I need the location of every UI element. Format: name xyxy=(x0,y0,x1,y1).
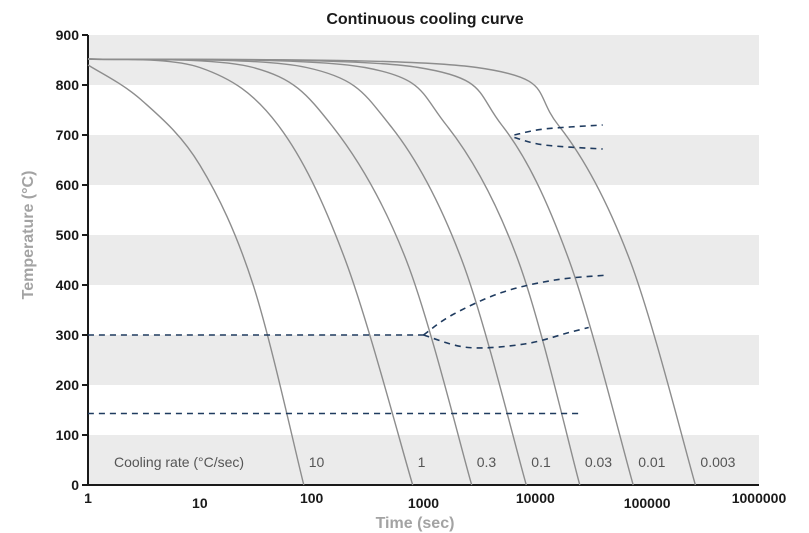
y-tick-label: 200 xyxy=(56,377,80,393)
grid-band xyxy=(88,385,759,435)
x-axis-title: Time (sec) xyxy=(376,515,455,532)
x-tick-label: 1000000 xyxy=(732,490,787,506)
x-tick-labels: 1 10 100 1000 10000 100000 1000000 xyxy=(84,490,786,511)
x-tick-label: 1 xyxy=(84,490,92,506)
y-tick-label: 900 xyxy=(56,27,80,43)
x-tick-label: 10 xyxy=(192,495,208,511)
y-tick-label: 700 xyxy=(56,127,80,143)
grid-band xyxy=(88,85,759,135)
cooling-rate-label: 0.01 xyxy=(638,454,665,470)
cooling-rate-caption: Cooling rate (°C/sec) xyxy=(114,454,244,470)
y-tick-label: 300 xyxy=(56,327,80,343)
cooling-rate-label: 10 xyxy=(309,454,325,470)
grid-band xyxy=(88,335,759,385)
cooling-curve-0.3 xyxy=(87,58,473,486)
cooling-rate-label: 0.1 xyxy=(531,454,551,470)
x-tick-label: 10000 xyxy=(516,490,555,506)
cooling-curve-10 xyxy=(87,64,305,486)
grid-bands xyxy=(87,35,759,486)
y-tick-label: 0 xyxy=(71,477,79,493)
grid-band xyxy=(88,135,759,185)
cooling-curves xyxy=(87,58,697,486)
dashed-boundary xyxy=(423,326,589,349)
cooling-rate-label: 0.3 xyxy=(477,454,497,470)
cooling-rate-label: 1 xyxy=(418,454,426,470)
y-tick-label: 400 xyxy=(56,277,80,293)
y-tick-labels: 0 100 200 300 400 500 600 700 800 900 xyxy=(56,27,88,493)
y-tick-label: 800 xyxy=(56,77,80,93)
cooling-rate-label: 0.03 xyxy=(585,454,612,470)
grid-band xyxy=(88,435,759,485)
cooling-curve-0.003 xyxy=(87,58,697,486)
grid-band xyxy=(88,235,759,285)
y-tick-label: 100 xyxy=(56,427,80,443)
y-tick-label: 500 xyxy=(56,227,80,243)
grid-band xyxy=(88,185,759,235)
y-axis-title: Temperature (°C) xyxy=(20,171,37,300)
cooling-curve-1 xyxy=(87,58,414,486)
x-tick-label: 1000 xyxy=(408,495,439,511)
x-tick-label: 100000 xyxy=(624,495,671,511)
x-tick-label: 100 xyxy=(300,490,324,506)
chart-title: Continuous cooling curve xyxy=(326,11,523,28)
dashed-boundary xyxy=(423,274,609,336)
y-tick-label: 600 xyxy=(56,177,80,193)
transformation-boundaries xyxy=(88,124,609,415)
cooling-rate-label: 0.003 xyxy=(700,454,735,470)
cooling-rate-labels: Cooling rate (°C/sec) 10 1 0.3 0.1 0.03 0.01 0… xyxy=(114,454,736,470)
